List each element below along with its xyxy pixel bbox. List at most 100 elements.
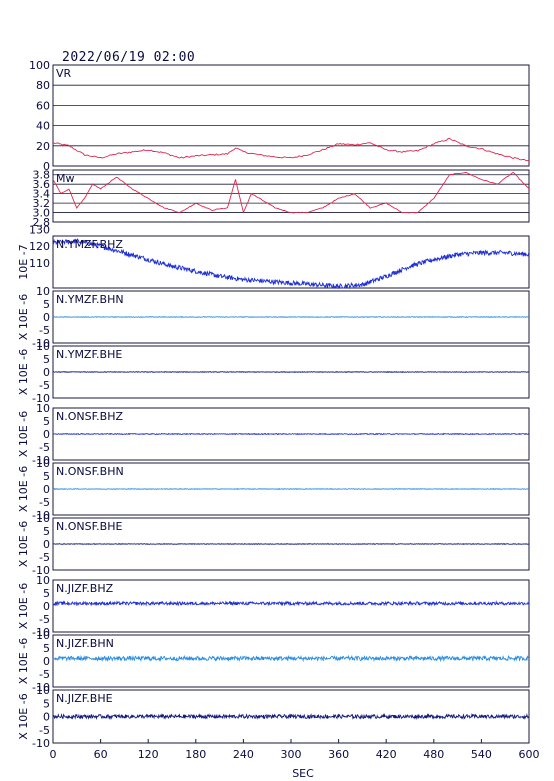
y-tick-label: 10 <box>36 285 50 298</box>
trace-jizf-bhz <box>52 600 530 607</box>
x-tick-label: 180 <box>185 748 206 761</box>
panel-label: N.YMZF.BHZ <box>56 238 123 251</box>
y-tick-label: -10 <box>32 626 50 639</box>
y-tick-label: 10 <box>36 512 50 525</box>
y-tick-label: 0 <box>43 600 50 613</box>
y-axis-label: X 10E -6 <box>17 294 30 340</box>
y-tick-label: 0 <box>43 711 50 724</box>
y-axis-label: X 10E -6 <box>17 638 30 684</box>
panel-label: N.JIZF.BHN <box>56 637 114 650</box>
x-tick-label: 300 <box>281 748 302 761</box>
panel-ymzf-bhz: 110 120 130 10E -7 N.YMZF.BHZ <box>17 223 530 290</box>
y-tick-label: -5 <box>39 324 50 337</box>
y-tick-label: 5 <box>43 642 50 655</box>
y-tick-label: 130 <box>29 223 50 236</box>
panel-label: N.ONSF.BHE <box>56 520 122 533</box>
x-tick-label: 360 <box>328 748 349 761</box>
y-tick-label: 100 <box>29 59 50 72</box>
y-tick-label: -10 <box>32 681 50 694</box>
x-tick-label: 60 <box>94 748 108 761</box>
trace-onsf-bhz <box>52 432 530 436</box>
y-axis-label: 10E -7 <box>17 244 30 279</box>
panel-frame <box>52 169 530 223</box>
x-tick-label: 540 <box>471 748 492 761</box>
y-tick-label: 110 <box>29 257 50 270</box>
y-tick-label: -10 <box>32 337 50 350</box>
y-tick-label: 3.0 <box>33 207 51 220</box>
y-tick-label: 10 <box>36 402 50 415</box>
y-axis-label: X 10E -6 <box>17 411 30 457</box>
y-tick-label: 40 <box>36 120 50 133</box>
y-tick-label: 5 <box>43 470 50 483</box>
y-tick-label: -5 <box>39 441 50 454</box>
trace-vr <box>52 137 530 162</box>
y-tick-label: 5 <box>43 697 50 710</box>
y-tick-label: 0 <box>43 366 50 379</box>
y-tick-label: -10 <box>32 509 50 522</box>
panel-label: VR <box>56 67 72 80</box>
panel-frame <box>52 235 530 289</box>
trace-jizf-bhn <box>52 654 530 663</box>
trace-ymzf-bhz <box>52 238 530 290</box>
y-tick-label: 3.4 <box>33 188 51 201</box>
x-axis-label: SEC <box>292 767 314 780</box>
y-tick-label: -5 <box>39 668 50 681</box>
panel-vr: 0 20 40 60 80 100 VR <box>29 59 530 173</box>
y-axis-label: X 10E -6 <box>17 349 30 395</box>
y-tick-label: 10 <box>36 684 50 697</box>
trace-onsf-bhn <box>52 488 530 490</box>
y-tick-label: -10 <box>32 564 50 577</box>
y-tick-label: -5 <box>39 613 50 626</box>
y-axis-label: X 10E -6 <box>17 521 30 567</box>
trace-jizf-bhe <box>52 713 530 721</box>
y-axis-label: X 10E -6 <box>17 583 30 629</box>
panel-label: N.ONSF.BHN <box>56 465 124 478</box>
y-tick-label: 2.8 <box>33 216 51 229</box>
panel-label: N.JIZF.BHZ <box>56 582 114 595</box>
y-tick-label: 10 <box>36 574 50 587</box>
y-axis-label: X 10E -6 <box>17 466 30 512</box>
y-tick-label: -10 <box>32 454 50 467</box>
x-tick-label: 120 <box>138 748 159 761</box>
panel-label: N.YMZF.BHN <box>56 293 124 306</box>
y-tick-label: 120 <box>29 240 50 253</box>
y-tick-label: 80 <box>36 79 50 92</box>
y-tick-label: 3.2 <box>33 197 51 210</box>
y-tick-label: -10 <box>32 737 50 750</box>
y-tick-label: 20 <box>36 140 50 153</box>
y-tick-label: -5 <box>39 551 50 564</box>
y-tick-label: 0 <box>43 483 50 496</box>
y-tick-label: 0 <box>43 538 50 551</box>
panel-frame <box>52 64 530 167</box>
y-tick-label: 0 <box>43 160 50 173</box>
y-tick-label: 3.6 <box>33 178 51 191</box>
y-tick-label: 0 <box>43 311 50 324</box>
y-tick-label: 0 <box>43 655 50 668</box>
y-tick-label: 10 <box>36 340 50 353</box>
x-tick-label: 0 <box>50 748 57 761</box>
trace-onsf-bhe <box>52 542 530 545</box>
y-tick-label: -5 <box>39 496 50 509</box>
y-tick-label: 3.8 <box>33 169 51 182</box>
x-tick-label: 240 <box>233 748 254 761</box>
panel-frame <box>52 579 530 633</box>
panel-frame <box>52 634 530 688</box>
y-tick-label: 5 <box>43 353 50 366</box>
y-tick-label: 5 <box>43 525 50 538</box>
x-tick-label: 480 <box>423 748 444 761</box>
x-tick-label: 420 <box>376 748 397 761</box>
y-tick-label: -5 <box>39 379 50 392</box>
trace-mw <box>52 171 530 214</box>
panel-label: N.YMZF.BHE <box>56 348 122 361</box>
trace-ymzf-bhe <box>52 370 530 373</box>
y-tick-label: 0 <box>43 428 50 441</box>
y-tick-label: 60 <box>36 99 50 112</box>
y-tick-label: -10 <box>32 392 50 405</box>
